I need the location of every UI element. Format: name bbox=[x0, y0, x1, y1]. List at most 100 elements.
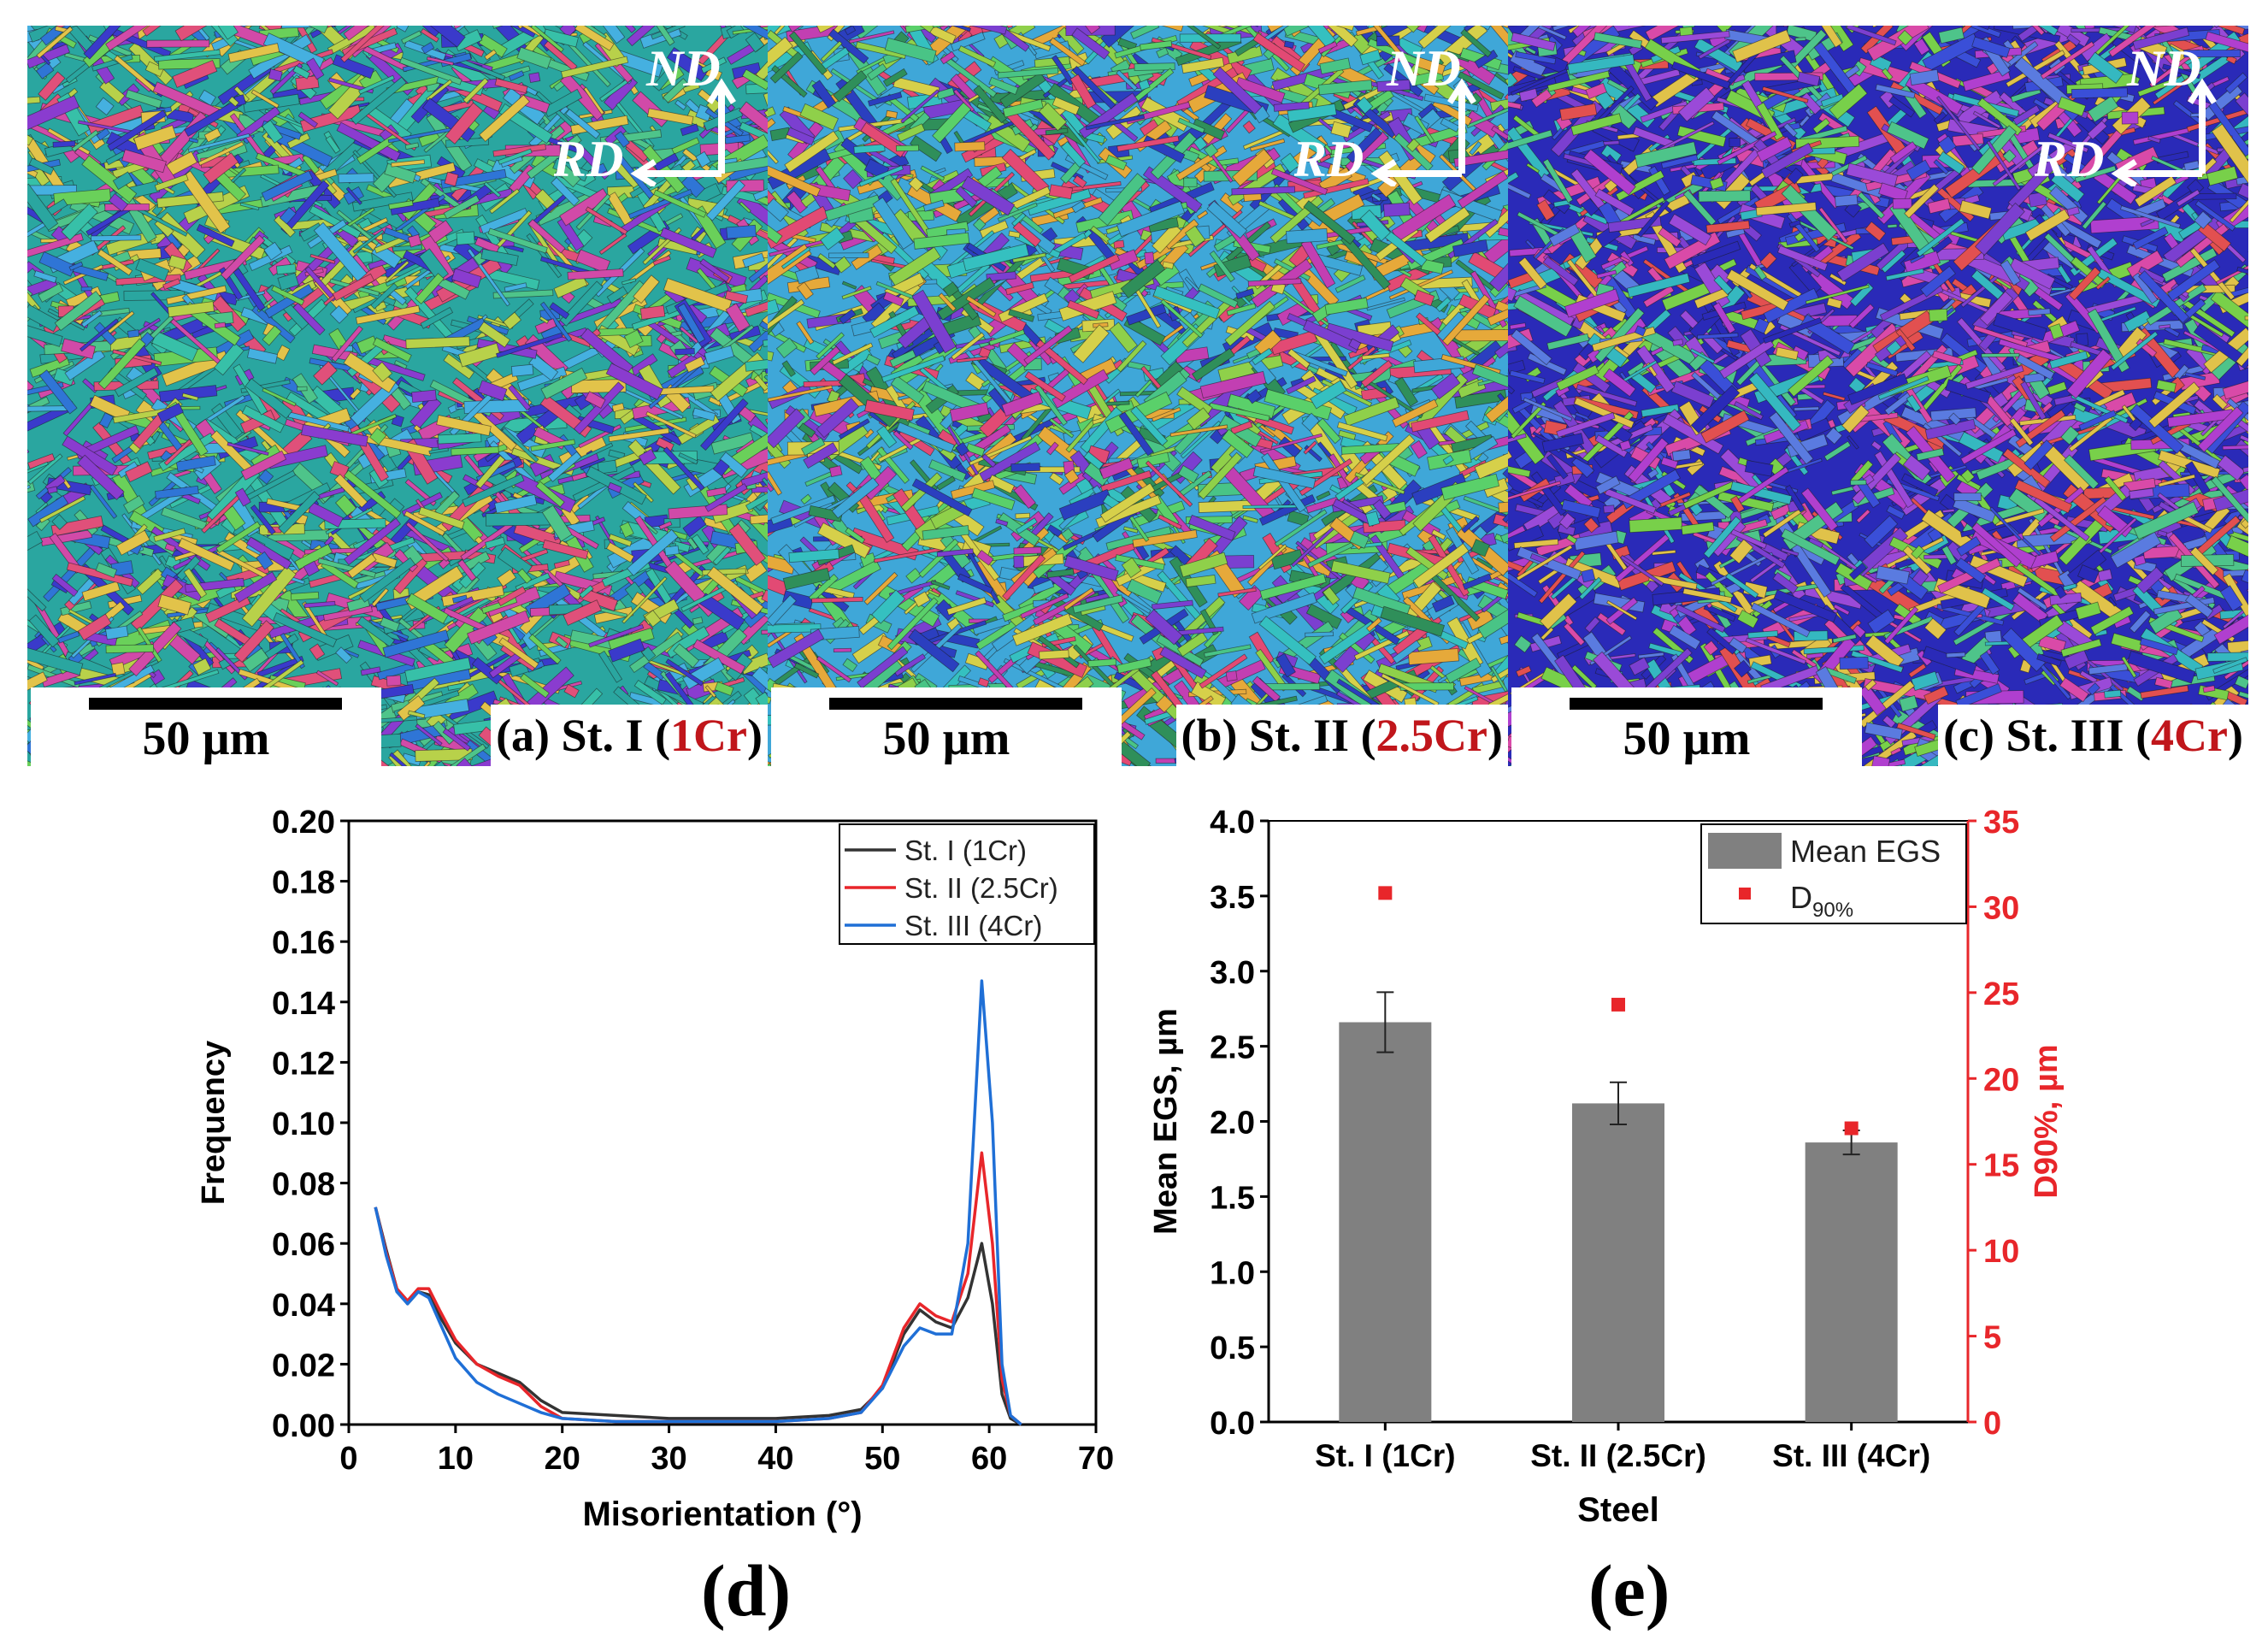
egs-bar-chart: 0.0 0.5 1.0 1.5 2.0 2.5 3.0 3.5 4.0 0 5 10 15 20 25 30 3… bbox=[1146, 795, 2086, 1552]
y-tick-label: 0.16 bbox=[272, 925, 335, 961]
y-tick-label: 0.20 bbox=[272, 805, 335, 841]
y-tick-label: 0.08 bbox=[272, 1167, 335, 1203]
y-tick-label: 4.0 bbox=[1210, 805, 1255, 841]
misorientation-chart: 0.00 0.02 0.04 0.06 0.08 0.10 0.12 0.14 0.16 0.18… bbox=[196, 795, 1120, 1552]
orientation-axes: ND RD bbox=[554, 41, 736, 186]
x-tick-label: St. III (4Cr) bbox=[1772, 1438, 1930, 1473]
panel-label: (a) St. I (1Cr) bbox=[491, 705, 768, 766]
series-line-3 bbox=[374, 979, 1022, 1426]
y-tick-label: 1.5 bbox=[1210, 1180, 1255, 1216]
d90-point bbox=[1611, 997, 1625, 1012]
panel-cr-content: 2.5Cr bbox=[1376, 710, 1488, 761]
x-tick-label: 10 bbox=[438, 1441, 474, 1477]
panel-letter: (a) bbox=[496, 710, 551, 761]
ebsd-map-panel-c: ND RD 50 µm (c) St. III (4Cr) bbox=[1508, 26, 2248, 766]
scale-bar-box: 50 µm bbox=[31, 687, 381, 766]
scale-bar bbox=[829, 698, 1082, 710]
panel-cr-content: 4Cr bbox=[2151, 710, 2229, 761]
series-line-1 bbox=[374, 1206, 1022, 1426]
panel-label: (c) St. III (4Cr) bbox=[1938, 705, 2248, 766]
y-tick-label: 2.0 bbox=[1210, 1106, 1255, 1142]
scale-bar-box: 50 µm bbox=[1511, 687, 1862, 766]
y-tick-label: 0.14 bbox=[272, 986, 335, 1022]
d90-point bbox=[1378, 886, 1393, 900]
y-tick-label: 0.00 bbox=[272, 1408, 335, 1444]
caption-d: (d) bbox=[701, 1549, 792, 1631]
ebsd-grain-texture bbox=[1508, 26, 2248, 766]
x-axis-title: Misorientation (°) bbox=[582, 1496, 862, 1533]
ebsd-map-panel-b: ND RD 50 µm (b) St. II (2.5Cr) bbox=[768, 26, 1508, 766]
x-tick-label: St. II (2.5Cr) bbox=[1530, 1438, 1706, 1473]
panel-cr-content: 1Cr bbox=[670, 710, 748, 761]
y-tick-label: 0.18 bbox=[272, 865, 335, 901]
paren-close: ) bbox=[2228, 710, 2243, 761]
y-tick-label: 2.5 bbox=[1210, 1030, 1255, 1066]
paren-open: ( bbox=[1360, 710, 1376, 761]
scale-bar-box: 50 µm bbox=[771, 687, 1122, 766]
y2-axis-title: D90%, µm bbox=[2029, 1044, 2065, 1198]
bar-mean-egs bbox=[1572, 1103, 1664, 1422]
y-tick-label: 0.02 bbox=[272, 1348, 335, 1383]
rd-axis-label: RD bbox=[2035, 131, 2104, 186]
x-tick-label: 20 bbox=[545, 1441, 580, 1477]
paren-close: ) bbox=[747, 710, 763, 761]
ebsd-grain-texture bbox=[768, 26, 1508, 766]
panel-letter: (c) bbox=[1943, 710, 1994, 761]
d90-point bbox=[1844, 1121, 1859, 1136]
y-tick-label: 0.04 bbox=[272, 1288, 335, 1324]
orientation-axes: ND RD bbox=[2035, 41, 2217, 186]
y2-tick-label: 10 bbox=[1983, 1234, 2019, 1270]
y-axis-title: Mean EGS, µm bbox=[1148, 1008, 1184, 1235]
panel-letter: (b) bbox=[1181, 710, 1238, 761]
y2-tick-label: 15 bbox=[1983, 1148, 2019, 1184]
scale-bar-label: 50 µm bbox=[1623, 712, 1751, 765]
legend-point-swatch bbox=[1739, 888, 1751, 900]
rd-axis-label: RD bbox=[554, 131, 623, 186]
series-line-2 bbox=[374, 1151, 1022, 1426]
bar-mean-egs bbox=[1339, 1022, 1432, 1422]
panel-label: (b) St. II (2.5Cr) bbox=[1175, 705, 1508, 766]
rd-axis-label: RD bbox=[1294, 131, 1364, 186]
scale-bar bbox=[1570, 698, 1823, 710]
y-tick-label: 3.5 bbox=[1210, 880, 1255, 916]
x-tick-label: 50 bbox=[864, 1441, 900, 1477]
x-tick-label: 70 bbox=[1078, 1441, 1114, 1477]
x-axis-title: Steel bbox=[1577, 1491, 1659, 1529]
y2-tick-label: 30 bbox=[1983, 890, 2019, 926]
legend-bar-swatch bbox=[1708, 833, 1782, 869]
nd-axis-label: ND bbox=[1386, 41, 1461, 97]
paren-open: ( bbox=[655, 710, 671, 761]
caption-e: (e) bbox=[1588, 1549, 1670, 1631]
y2-tick-label: 5 bbox=[1983, 1320, 2001, 1356]
y2-tick-label: 20 bbox=[1983, 1062, 2019, 1098]
paren-close: ) bbox=[1487, 710, 1503, 761]
y-tick-label: 0.0 bbox=[1210, 1406, 1255, 1442]
paren-open: ( bbox=[2135, 710, 2152, 761]
scale-bar-label: 50 µm bbox=[882, 712, 1010, 765]
y2-tick-label: 25 bbox=[1983, 976, 2019, 1012]
y-tick-label: 3.0 bbox=[1210, 955, 1255, 991]
x-tick-label: St. I (1Cr) bbox=[1315, 1438, 1455, 1473]
legend-point-subscript: 90% bbox=[1812, 899, 1853, 922]
nd-axis-label: ND bbox=[645, 41, 721, 97]
y2-tick-label: 35 bbox=[1983, 805, 2019, 841]
y-tick-label: 1.0 bbox=[1210, 1255, 1255, 1291]
ebsd-map-panel-a: ND RD 50 µm (a) St. I (1Cr) bbox=[27, 26, 768, 766]
scale-bar bbox=[89, 698, 342, 710]
x-tick-label: 60 bbox=[971, 1441, 1007, 1477]
legend-label: St. II (2.5Cr) bbox=[904, 872, 1058, 904]
x-tick-label: 30 bbox=[651, 1441, 686, 1477]
panel-steel: St. III bbox=[2006, 710, 2124, 761]
panel-steel: St. I bbox=[561, 710, 644, 761]
y-axis-title: Frequency bbox=[197, 1041, 232, 1205]
y-tick-label: 0.12 bbox=[272, 1046, 335, 1082]
legend-label: St. III (4Cr) bbox=[904, 910, 1042, 941]
y-tick-label: 0.06 bbox=[272, 1227, 335, 1263]
x-tick-label: 0 bbox=[339, 1441, 357, 1477]
panel-steel: St. II bbox=[1249, 710, 1350, 761]
nd-axis-label: ND bbox=[2126, 41, 2201, 97]
y-tick-label: 0.10 bbox=[272, 1106, 335, 1142]
x-tick-label: 40 bbox=[757, 1441, 793, 1477]
y-tick-label: 0.5 bbox=[1210, 1330, 1255, 1366]
legend-bar-label: Mean EGS bbox=[1790, 834, 1941, 869]
